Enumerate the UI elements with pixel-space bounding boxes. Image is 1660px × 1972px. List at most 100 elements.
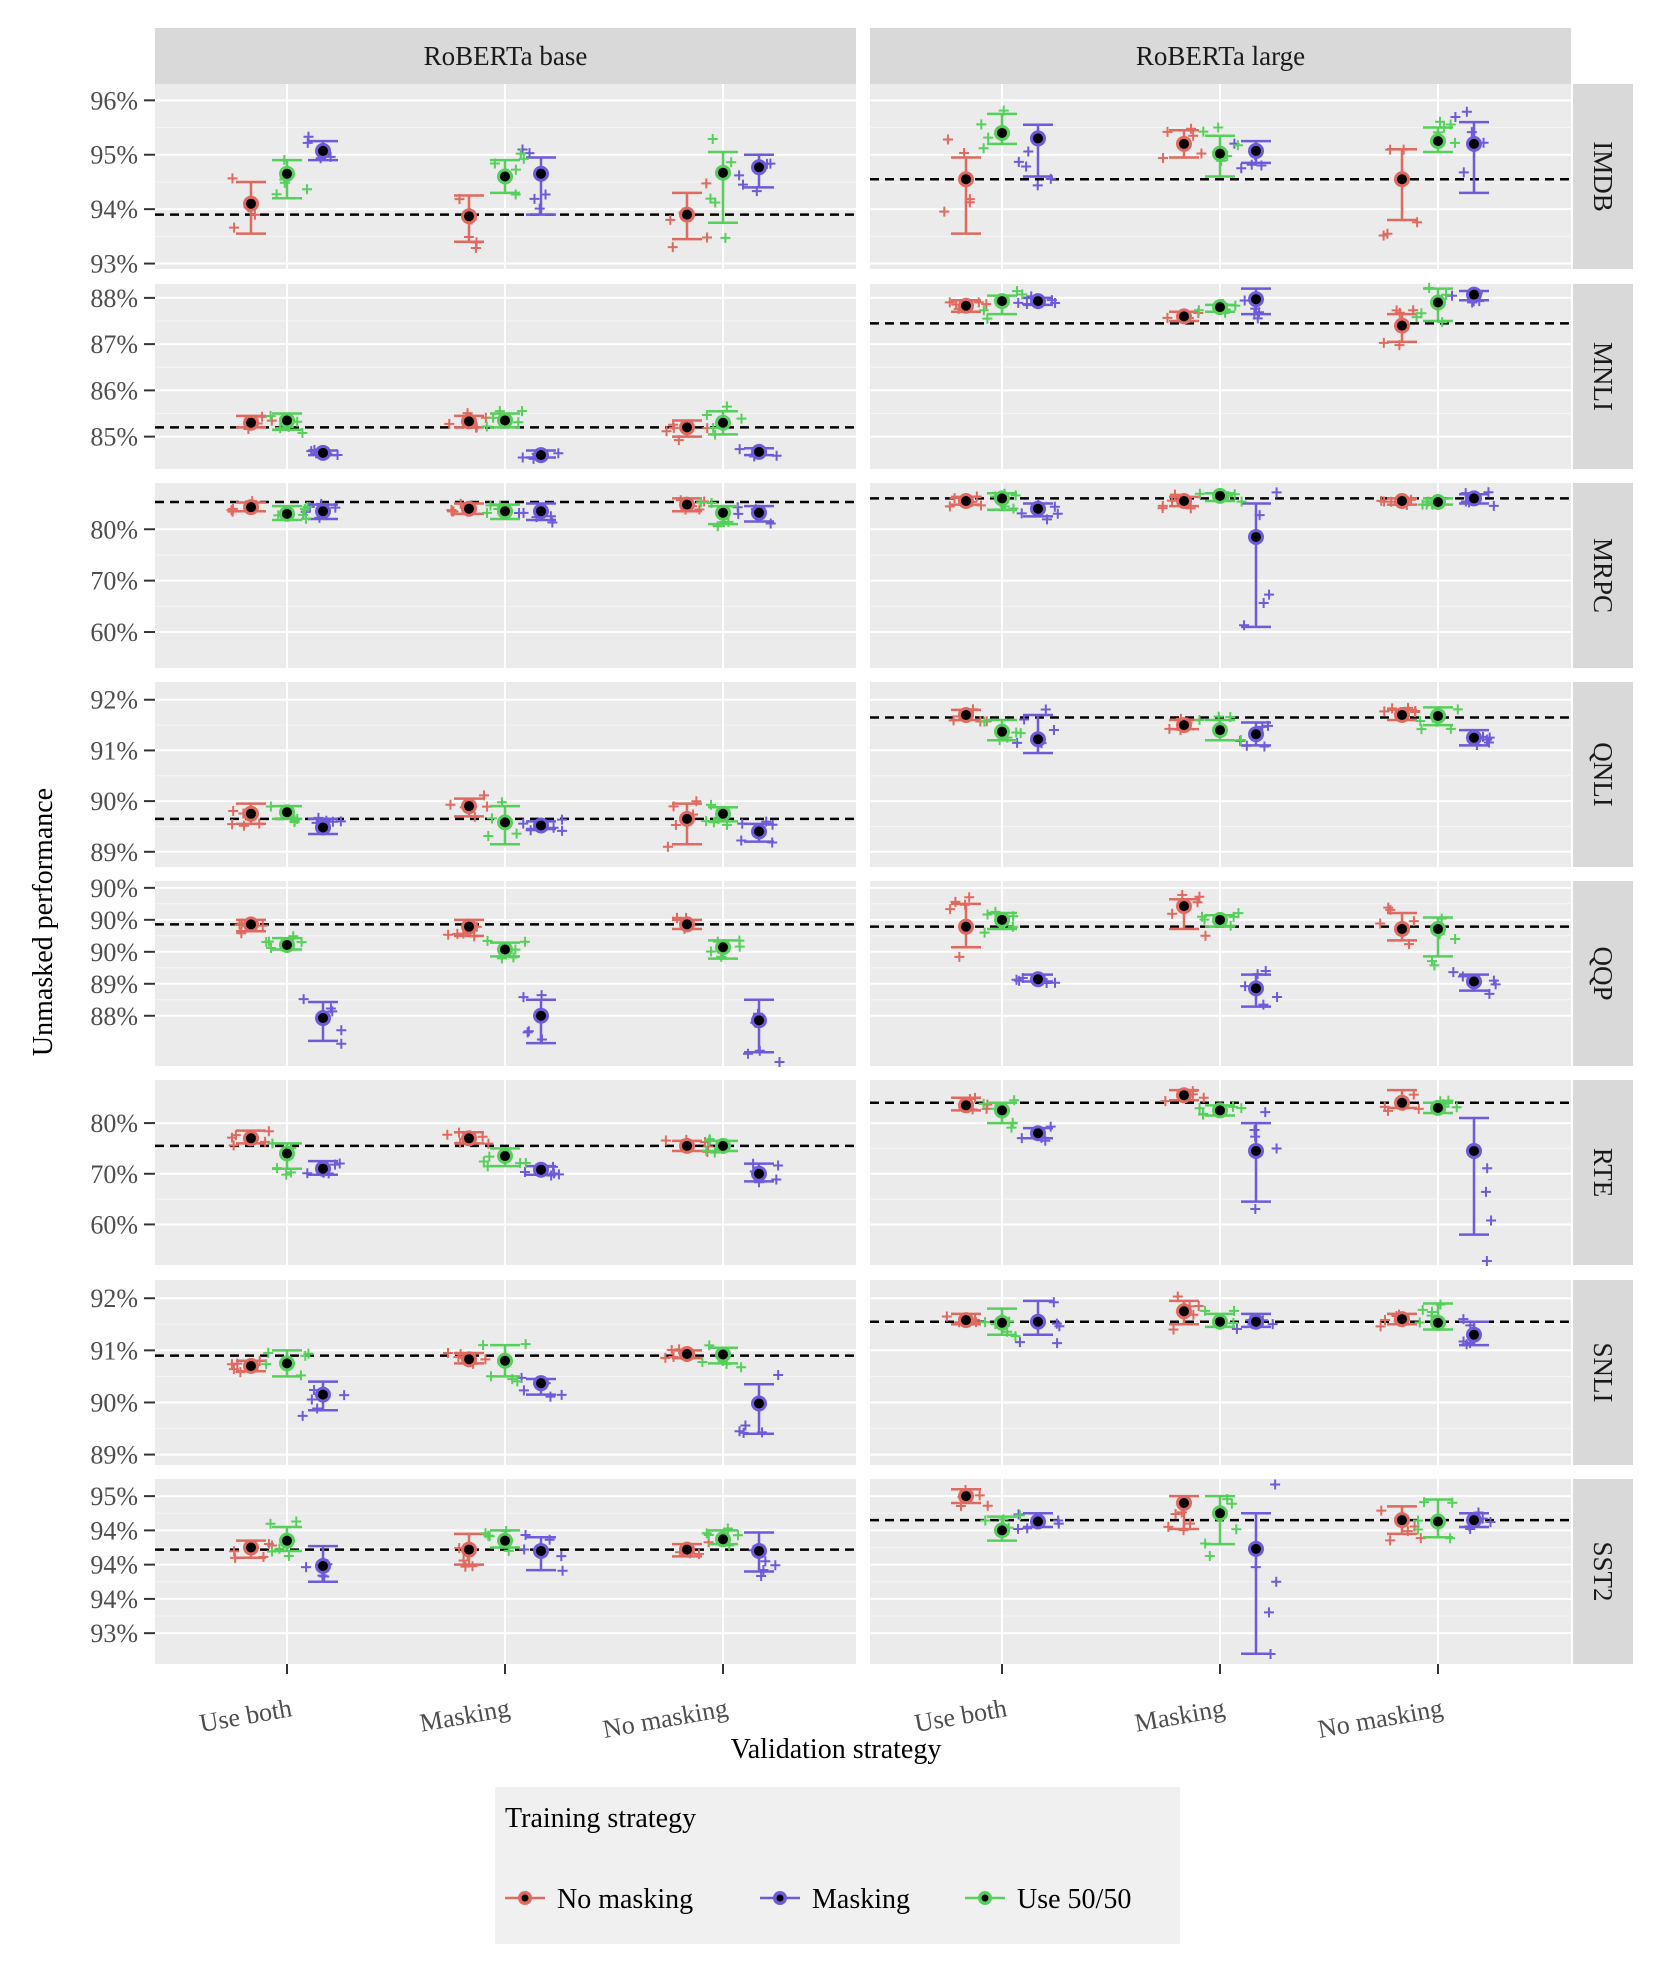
mean-point bbox=[997, 493, 1007, 504]
run-marker bbox=[1016, 508, 1027, 519]
run-marker bbox=[1021, 161, 1032, 172]
mean-point bbox=[246, 417, 256, 428]
mean-point bbox=[754, 507, 764, 518]
mean-point bbox=[1469, 138, 1479, 149]
run-marker bbox=[1272, 991, 1283, 1002]
mean-point bbox=[718, 417, 728, 428]
run-marker bbox=[702, 232, 713, 243]
y-tick-label: 85% bbox=[90, 423, 138, 452]
run-marker bbox=[444, 418, 455, 429]
run-marker bbox=[1263, 1607, 1274, 1618]
run-marker bbox=[701, 178, 712, 189]
run-marker bbox=[740, 1420, 751, 1431]
run-marker bbox=[1375, 1321, 1386, 1332]
row-strip bbox=[1573, 1080, 1633, 1265]
run-marker bbox=[774, 1057, 785, 1067]
y-tick-label: 96% bbox=[90, 86, 138, 115]
mean-point bbox=[961, 921, 971, 932]
mean-point bbox=[754, 1398, 764, 1409]
legend-key-center bbox=[776, 1894, 784, 1902]
run-marker bbox=[512, 1376, 523, 1387]
mean-point bbox=[1033, 974, 1043, 985]
run-marker bbox=[446, 505, 457, 516]
run-marker bbox=[227, 819, 238, 830]
run-marker bbox=[736, 1362, 747, 1373]
legend-title: Training strategy bbox=[505, 1803, 696, 1834]
run-marker bbox=[486, 813, 497, 824]
facet-panel bbox=[870, 84, 1571, 269]
mean-point bbox=[500, 1151, 510, 1162]
mean-point bbox=[1033, 133, 1043, 144]
run-marker bbox=[1017, 289, 1028, 300]
run-marker bbox=[336, 1038, 347, 1049]
run-marker bbox=[480, 1354, 491, 1365]
run-marker bbox=[1233, 908, 1244, 919]
run-marker bbox=[519, 1166, 530, 1177]
run-marker bbox=[1461, 106, 1472, 117]
run-marker bbox=[1193, 1301, 1204, 1311]
mean-point bbox=[1215, 914, 1225, 925]
run-marker bbox=[1486, 1215, 1497, 1226]
run-marker bbox=[708, 422, 719, 433]
run-marker bbox=[306, 1394, 317, 1405]
facet-panel bbox=[870, 1280, 1571, 1465]
run-marker bbox=[483, 1530, 494, 1541]
run-marker bbox=[1045, 1121, 1056, 1132]
legend-key-center bbox=[521, 1894, 529, 1902]
run-marker bbox=[1235, 734, 1246, 745]
legend-label: No masking bbox=[557, 1884, 693, 1915]
run-marker bbox=[1450, 112, 1461, 123]
legend-key-center bbox=[981, 1894, 989, 1902]
run-marker bbox=[734, 444, 745, 455]
y-tick-label: 92% bbox=[90, 686, 138, 715]
run-marker bbox=[1170, 1508, 1181, 1519]
run-marker bbox=[1194, 715, 1205, 726]
mean-point bbox=[282, 1148, 292, 1159]
run-marker bbox=[978, 305, 989, 316]
run-marker bbox=[1484, 988, 1495, 999]
run-marker bbox=[668, 1351, 679, 1362]
run-marker bbox=[1376, 495, 1387, 506]
row-strip bbox=[1573, 881, 1633, 1066]
mean-point bbox=[1469, 493, 1479, 504]
run-marker bbox=[260, 1136, 271, 1147]
run-marker bbox=[518, 992, 529, 1003]
mean-point bbox=[682, 209, 692, 220]
run-marker bbox=[257, 920, 268, 931]
run-marker bbox=[1162, 312, 1173, 323]
run-marker bbox=[1236, 163, 1247, 174]
legend-label: Masking bbox=[812, 1884, 910, 1915]
row-strip bbox=[1573, 1479, 1633, 1664]
mean-point bbox=[1215, 148, 1225, 159]
mean-point bbox=[1179, 1306, 1189, 1317]
run-marker bbox=[283, 1551, 294, 1562]
run-marker bbox=[982, 909, 993, 920]
run-marker bbox=[442, 1129, 453, 1140]
y-tick-label: 94% bbox=[90, 1516, 138, 1545]
mean-point bbox=[500, 817, 510, 828]
mean-point bbox=[318, 447, 328, 458]
run-marker bbox=[1380, 1314, 1391, 1325]
run-marker bbox=[1250, 1204, 1261, 1215]
mean-point bbox=[718, 942, 728, 953]
mean-point bbox=[1033, 1128, 1043, 1139]
mean-point bbox=[1251, 145, 1261, 156]
run-marker bbox=[1485, 1516, 1496, 1527]
run-marker bbox=[701, 409, 712, 420]
mean-point bbox=[246, 502, 256, 513]
run-marker bbox=[300, 1350, 311, 1361]
mean-point bbox=[997, 127, 1007, 138]
run-marker bbox=[553, 448, 564, 459]
run-marker bbox=[1385, 1535, 1396, 1546]
run-marker bbox=[265, 1518, 276, 1529]
run-marker bbox=[1383, 902, 1394, 913]
run-marker bbox=[1378, 230, 1389, 241]
mean-point bbox=[1469, 732, 1479, 743]
facet-panel bbox=[155, 1479, 856, 1664]
y-tick-label: 90% bbox=[90, 938, 138, 967]
run-marker bbox=[263, 1347, 274, 1358]
run-marker bbox=[483, 1138, 494, 1149]
run-marker bbox=[228, 1140, 239, 1151]
mean-point bbox=[464, 503, 474, 514]
row-strip-label: QNLI bbox=[1588, 742, 1618, 806]
